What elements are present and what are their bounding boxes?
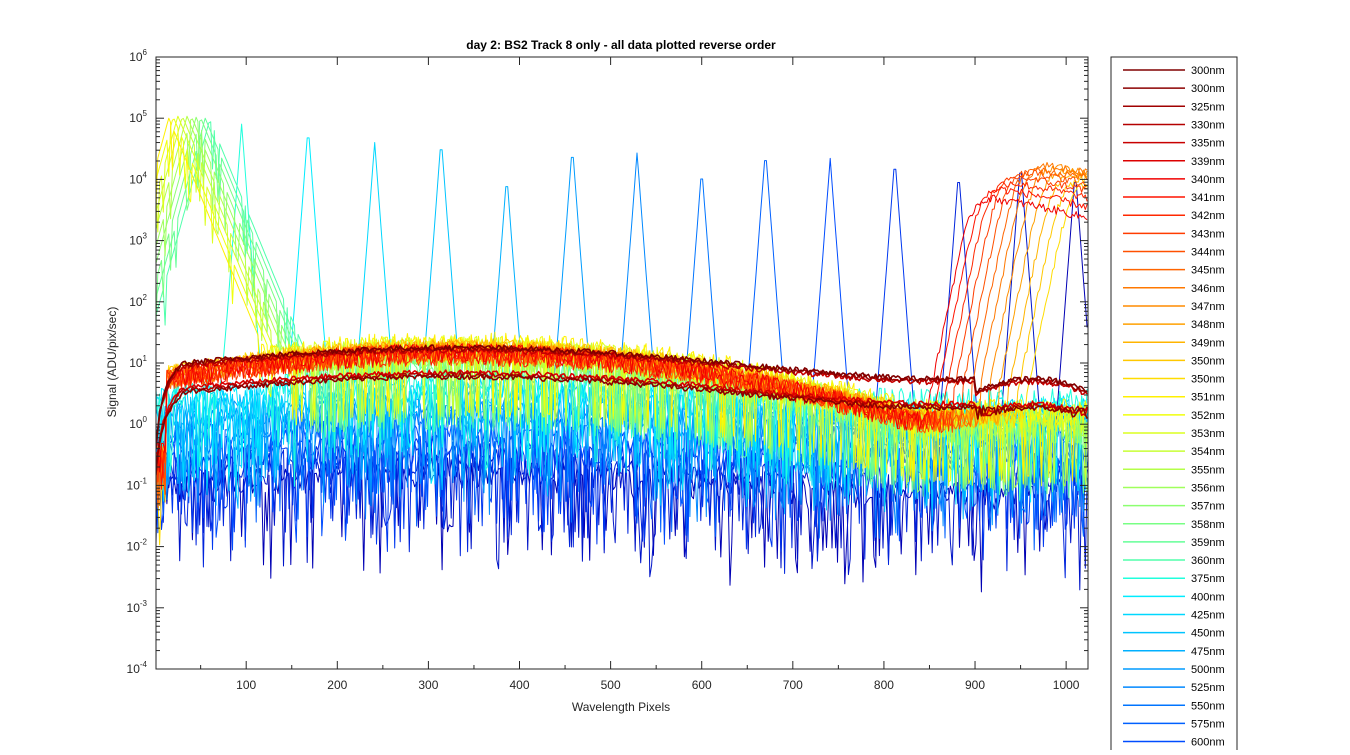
legend-label: 425nm: [1191, 610, 1225, 622]
plot-area: [156, 115, 1088, 593]
x-tick-label: 900: [965, 678, 985, 692]
y-axis-label: Signal (ADU/pix/sec): [105, 307, 119, 418]
x-tick-label: 1000: [1053, 678, 1080, 692]
y-tick-label: 103: [129, 232, 147, 248]
x-tick-label: 600: [692, 678, 712, 692]
legend-label: 575nm: [1191, 718, 1225, 730]
series-line-6: [156, 194, 1088, 473]
y-tick-label: 105: [129, 109, 147, 125]
legend-label: 340nm: [1191, 174, 1225, 186]
legend-label: 450nm: [1191, 628, 1225, 640]
legend-label: 330nm: [1191, 119, 1225, 131]
legend-label: 375nm: [1191, 573, 1225, 585]
legend-label: 500nm: [1191, 664, 1225, 676]
x-tick-label: 200: [327, 678, 347, 692]
legend-label: 325nm: [1191, 101, 1225, 113]
legend-label: 475nm: [1191, 646, 1225, 658]
legend-label: 339nm: [1191, 156, 1225, 168]
legend-label: 350nm: [1191, 355, 1225, 367]
legend-label: 341nm: [1191, 192, 1225, 204]
legend-label: 400nm: [1191, 591, 1225, 603]
legend-label: 351nm: [1191, 392, 1225, 404]
series-line-1: [156, 373, 1088, 474]
legend-box: [1110, 56, 1238, 755]
series-line-31: [156, 149, 1088, 517]
legend-label: 352nm: [1191, 410, 1225, 422]
x-axis-label: Wavelength Pixels: [572, 700, 670, 714]
legend-label: 525nm: [1191, 682, 1225, 694]
legend-label: 335nm: [1191, 138, 1225, 150]
series-line-0: [156, 344, 1088, 444]
legend-label: 550nm: [1191, 700, 1225, 712]
x-tick-label: 400: [509, 678, 529, 692]
legend-label: 349nm: [1191, 337, 1225, 349]
legend-label: 350nm: [1191, 374, 1225, 386]
y-tick-label: 106: [129, 48, 147, 64]
x-tick-label: 800: [874, 678, 894, 692]
y-tick-label: 10-1: [127, 476, 148, 492]
legend-label: 348nm: [1191, 319, 1225, 331]
series-line-3: [156, 371, 1088, 476]
legend-label: 343nm: [1191, 228, 1225, 240]
x-tick-label: 300: [418, 678, 438, 692]
y-tick-label: 10-4: [127, 660, 148, 676]
series-line-19: [156, 118, 1088, 483]
y-tick-label: 101: [129, 354, 147, 370]
legend-label: 346nm: [1191, 283, 1225, 295]
legend-label: 600nm: [1191, 737, 1225, 749]
legend-label: 344nm: [1191, 247, 1225, 259]
y-tick-label: 100: [129, 415, 147, 431]
legend-label: 353nm: [1191, 428, 1225, 440]
y-tick-label: 10-2: [127, 538, 148, 554]
legend-label: 300nm: [1191, 65, 1225, 77]
legend-label: 354nm: [1191, 446, 1225, 458]
y-tick-label: 102: [129, 293, 147, 309]
chart-title: day 2: BS2 Track 8 only - all data plott…: [466, 38, 776, 52]
legend: 300nm 300nm 325nm 330nm 335nm 339nm 340nm 341nm…: [1110, 56, 1238, 755]
x-tick-label: 500: [601, 678, 621, 692]
y-tick-label: 10-3: [127, 599, 148, 615]
legend-label: 342nm: [1191, 210, 1225, 222]
legend-label: 300nm: [1191, 83, 1225, 95]
legend-label: 355nm: [1191, 464, 1225, 476]
y-tick-label: 104: [129, 170, 147, 186]
axes: 100 200 300 400 500 600 700 800 900 1000 10-4 10-3 1…: [127, 48, 1089, 692]
legend-label: 357nm: [1191, 501, 1225, 513]
legend-label: 360nm: [1191, 555, 1225, 567]
x-tick-label: 700: [783, 678, 803, 692]
legend-label: 359nm: [1191, 537, 1225, 549]
legend-label: 358nm: [1191, 519, 1225, 531]
x-tick-label: 100: [236, 678, 256, 692]
legend-label: 347nm: [1191, 301, 1225, 313]
extra-trace-line: [156, 172, 1088, 591]
legend-label: 345nm: [1191, 265, 1225, 277]
legend-label: 356nm: [1191, 482, 1225, 494]
